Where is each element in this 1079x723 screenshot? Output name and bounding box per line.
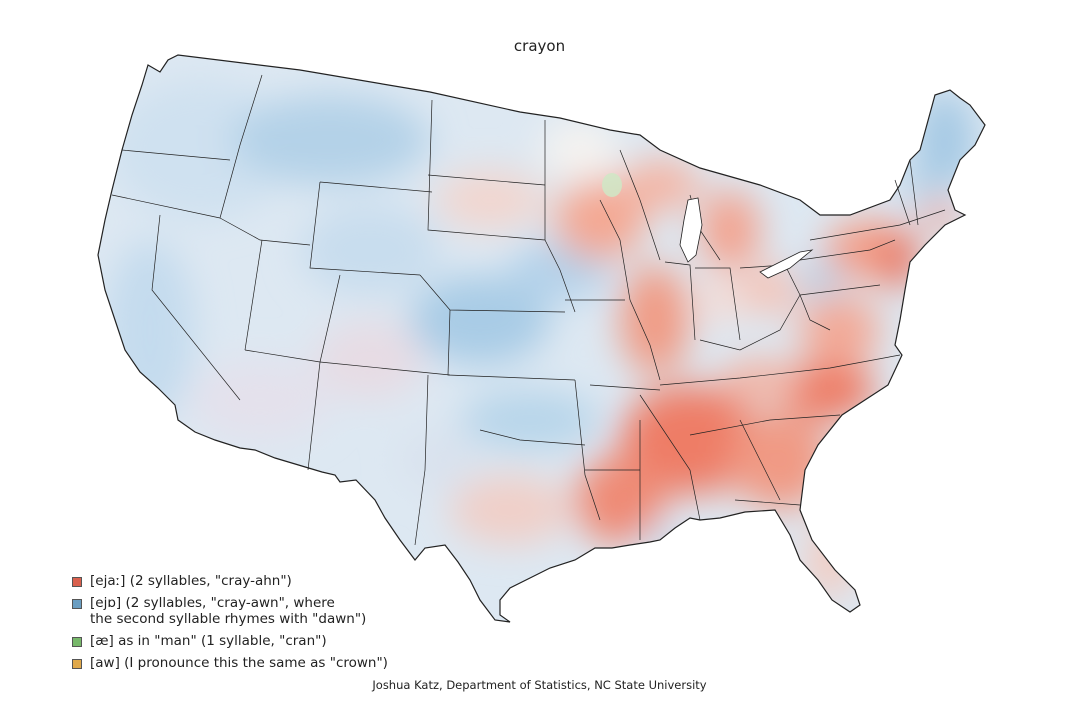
legend-item-ejo: [ejɒ] (2 syllables, "cray-awn", where th… bbox=[72, 595, 388, 627]
lake-michigan bbox=[679, 197, 703, 263]
legend: [ejaː] (2 syllables, "cray-ahn") [ejɒ] (… bbox=[72, 573, 388, 677]
response-surface bbox=[98, 55, 985, 622]
legend-swatch-orange bbox=[72, 659, 82, 669]
legend-item-eja: [ejaː] (2 syllables, "cray-ahn") bbox=[72, 573, 388, 589]
state-borders bbox=[111, 74, 946, 546]
legend-swatch-blue bbox=[72, 599, 82, 609]
legend-swatch-green bbox=[72, 637, 82, 647]
legend-item-aw: [aw] (I pronounce this the same as "crow… bbox=[72, 655, 388, 671]
legend-label: [aw] (I pronounce this the same as "crow… bbox=[90, 655, 388, 671]
legend-label: [ejɒ] (2 syllables, "cray-awn", where th… bbox=[90, 595, 367, 627]
legend-swatch-red bbox=[72, 577, 82, 587]
map-title: crayon bbox=[513, 37, 566, 55]
credit-line: Joshua Katz, Department of Statistics, N… bbox=[372, 678, 707, 692]
legend-item-ae: [æ] as in "man" (1 syllable, "cran") bbox=[72, 633, 388, 649]
legend-label: [æ] as in "man" (1 syllable, "cran") bbox=[90, 633, 327, 649]
lake-erie bbox=[759, 249, 814, 279]
legend-label: [ejaː] (2 syllables, "cray-ahn") bbox=[90, 573, 292, 589]
